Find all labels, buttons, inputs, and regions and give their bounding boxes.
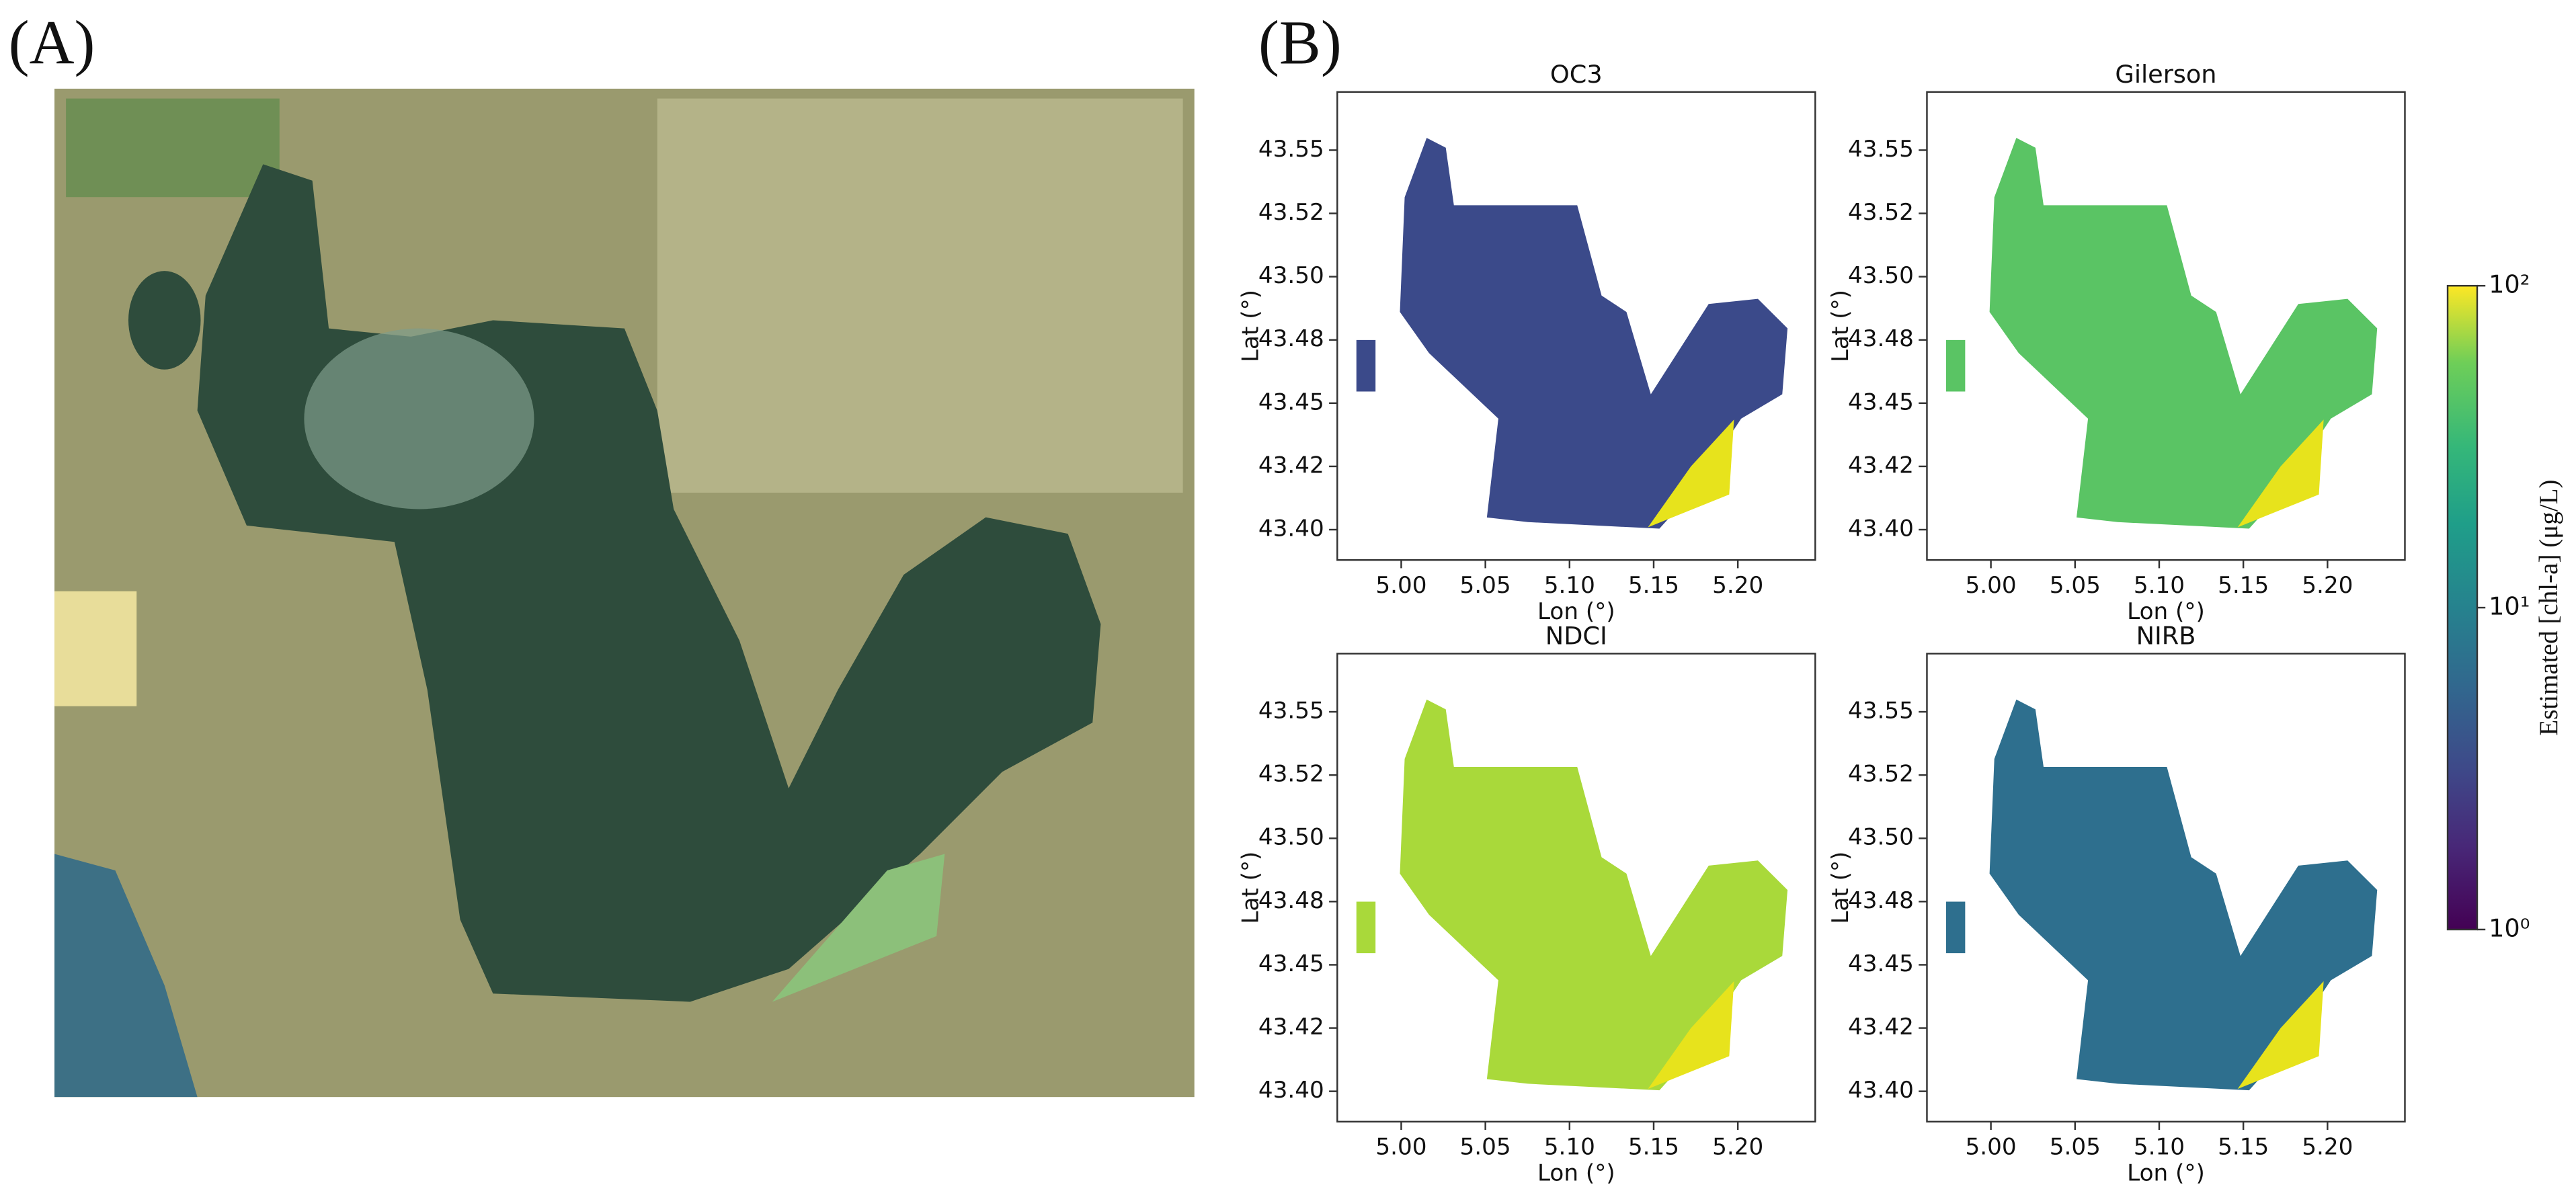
map-panel: 5.00 5.05 5.10 5.15 5.20 43.40 43.42 43.45 43.48… — [1238, 60, 1816, 625]
y-tick-label: 43.42 — [1258, 452, 1324, 479]
y-tick-label: 43.52 — [1258, 761, 1324, 788]
y-tick-label: 43.55 — [1848, 136, 1914, 163]
x-axis-label: Lon (°) — [2127, 1160, 2205, 1187]
x-tick-label: 5.20 — [1712, 1133, 1763, 1160]
plot-frame — [1336, 91, 1816, 561]
x-tick-label: 5.00 — [1375, 1133, 1426, 1160]
y-tick-label: 43.52 — [1848, 199, 1914, 226]
x-tick-label: 5.00 — [1966, 1133, 2017, 1160]
y-tick-label: 43.40 — [1258, 1077, 1324, 1104]
pond — [1356, 901, 1376, 954]
x-tick-label: 5.10 — [1544, 572, 1595, 599]
y-tick-label: 43.40 — [1848, 516, 1914, 542]
x-tick-label: 5.10 — [1544, 1133, 1595, 1160]
fields — [66, 98, 280, 198]
salt-pond — [1648, 419, 1734, 528]
colorbar-tick-label: 10² — [2489, 270, 2530, 299]
y-tick-label: 43.45 — [1258, 388, 1324, 415]
salt-pond — [772, 854, 945, 1002]
y-tick-label: 43.50 — [1848, 824, 1914, 851]
y-tick-label: 43.50 — [1848, 262, 1914, 289]
plume — [304, 328, 534, 509]
y-tick-label: 43.48 — [1258, 325, 1324, 352]
y-tick-label: 43.50 — [1258, 824, 1324, 851]
y-tick-label: 43.48 — [1848, 325, 1914, 352]
satellite-image — [54, 88, 1195, 1098]
plot-frame — [1926, 91, 2406, 561]
y-tick-label: 43.55 — [1258, 136, 1324, 163]
chart-title: OC3 — [1550, 60, 1603, 89]
x-tick-label: 5.20 — [2302, 572, 2353, 599]
chart-title: NDCI — [1545, 622, 1607, 651]
x-axis-label: Lon (°) — [1537, 1160, 1615, 1187]
pond — [1356, 339, 1376, 392]
chart-title: Gilerson — [2115, 60, 2216, 89]
y-tick-label: 43.52 — [1258, 199, 1324, 226]
x-tick-label: 5.10 — [2134, 572, 2185, 599]
x-tick-label: 5.15 — [1628, 572, 1679, 599]
salt-pond — [2237, 981, 2324, 1090]
lake — [1989, 699, 2378, 1091]
y-axis-label: Lat (°) — [1238, 290, 1264, 362]
y-tick-label: 43.50 — [1258, 262, 1324, 289]
map-panel: 5.00 5.05 5.10 5.15 5.20 43.40 43.42 43.45 43.48… — [1827, 60, 2406, 625]
plot-frame — [1336, 653, 1816, 1123]
x-tick-label: 5.20 — [1712, 572, 1763, 599]
plot-frame — [1926, 653, 2406, 1123]
colorbar: 10⁰ 10¹ 10² Estimated [chl-a] (μg/L) — [2446, 270, 2563, 942]
colorbar-label: Estimated [chl-a] (μg/L) — [2534, 479, 2563, 735]
y-tick-label: 43.45 — [1258, 950, 1324, 977]
sea — [54, 854, 198, 1098]
colorbar-gradient — [2446, 284, 2479, 931]
y-tick-label: 43.42 — [1848, 1014, 1914, 1040]
x-tick-label: 5.00 — [1375, 572, 1426, 599]
y-tick-label: 43.48 — [1258, 887, 1324, 914]
y-tick-label: 43.45 — [1848, 388, 1914, 415]
panel-label: (B) — [1258, 9, 1342, 78]
y-tick-label: 43.42 — [1258, 1014, 1324, 1040]
salt-pond — [54, 591, 137, 706]
y-tick-label: 43.48 — [1848, 887, 1914, 914]
x-tick-label: 5.15 — [2218, 572, 2269, 599]
pond — [1945, 901, 1966, 954]
x-tick-label: 5.05 — [1460, 572, 1511, 599]
y-axis-label: Lat (°) — [1827, 290, 1854, 362]
fields — [657, 98, 1183, 493]
lake — [1400, 138, 1788, 529]
y-tick-label: 43.40 — [1258, 516, 1324, 542]
x-axis-label: Lon (°) — [2127, 598, 2205, 625]
y-tick-label: 43.40 — [1848, 1077, 1914, 1104]
x-tick-label: 5.05 — [2050, 1133, 2101, 1160]
lake — [1400, 699, 1788, 1091]
salt-pond — [1648, 981, 1734, 1090]
map-panel: 5.00 5.05 5.10 5.15 5.20 43.40 43.42 43.45 43.48… — [1238, 622, 1816, 1187]
x-tick-label: 5.00 — [1966, 572, 2017, 599]
y-tick-label: 43.55 — [1848, 698, 1914, 725]
y-axis-label: Lat (°) — [1238, 852, 1264, 924]
y-tick-label: 43.55 — [1258, 698, 1324, 725]
y-tick-label: 43.45 — [1848, 950, 1914, 977]
y-tick-label: 43.42 — [1848, 452, 1914, 479]
chart-title: NIRB — [2136, 622, 2196, 651]
map-panel: 5.00 5.05 5.10 5.15 5.20 43.40 43.42 43.45 43.48… — [1827, 622, 2406, 1187]
x-tick-label: 5.05 — [1460, 1133, 1511, 1160]
x-tick-label: 5.10 — [2134, 1133, 2185, 1160]
y-tick-label: 43.52 — [1848, 761, 1914, 788]
salt-pond — [2237, 419, 2324, 528]
x-tick-label: 5.15 — [1628, 1133, 1679, 1160]
y-axis-label: Lat (°) — [1827, 852, 1854, 924]
colorbar-tick-label: 10⁰ — [2489, 913, 2530, 942]
pond — [128, 271, 201, 370]
lake — [1989, 138, 2378, 529]
x-axis-label: Lon (°) — [1537, 598, 1615, 625]
panel-label: (A) — [9, 9, 95, 78]
colorbar-tick-label: 10¹ — [2489, 592, 2530, 621]
x-tick-label: 5.05 — [2050, 572, 2101, 599]
x-tick-label: 5.15 — [2218, 1133, 2269, 1160]
pond — [1945, 339, 1966, 392]
x-tick-label: 5.20 — [2302, 1133, 2353, 1160]
